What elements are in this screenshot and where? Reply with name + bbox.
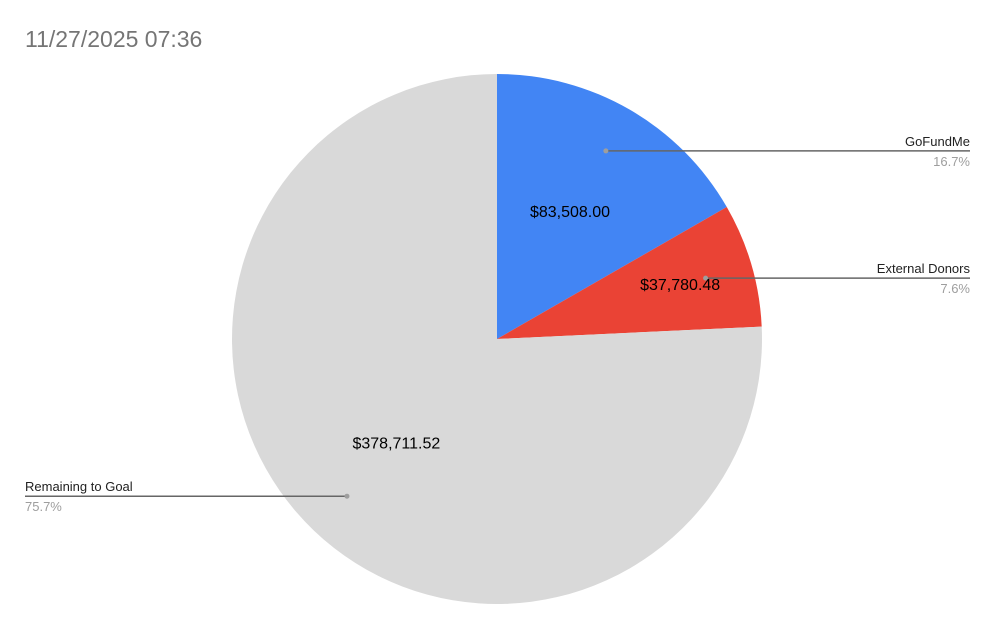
callout-dot-gofundme xyxy=(603,148,609,154)
legend-label-external-donors: External Donors xyxy=(877,261,971,276)
pie-slice-external-donors[interactable] xyxy=(497,207,762,339)
slice-value-label-gofundme: $83,508.00 xyxy=(530,204,610,221)
legend-percent-gofundme: 16.7% xyxy=(933,154,970,169)
pie-slices xyxy=(232,74,762,604)
legend-label-gofundme: GoFundMe xyxy=(905,134,970,149)
legend-percent-remaining-to-goal: 75.7% xyxy=(25,499,62,514)
slice-labels: $83,508.00 $37,780.48 $378,711.52 xyxy=(352,204,720,453)
legend-percent-external-donors: 7.6% xyxy=(940,281,970,296)
slice-value-label-remaining-to-goal: $378,711.52 xyxy=(352,436,440,453)
legend-label-remaining-to-goal: Remaining to Goal xyxy=(25,479,133,494)
pie-slice-remaining-to-goal[interactable] xyxy=(232,74,762,604)
callout-dot-remaining-to-goal xyxy=(344,493,350,499)
callouts: GoFundMe 16.7% External Donors 7.6% Remainin… xyxy=(25,134,970,514)
pie-slice-gofundme[interactable] xyxy=(497,74,727,339)
slice-value-label-external-donors: $37,780.48 xyxy=(640,277,720,294)
callout-dot-external-donors xyxy=(703,275,709,281)
chart-title: 11/27/2025 07:36 xyxy=(25,26,203,52)
